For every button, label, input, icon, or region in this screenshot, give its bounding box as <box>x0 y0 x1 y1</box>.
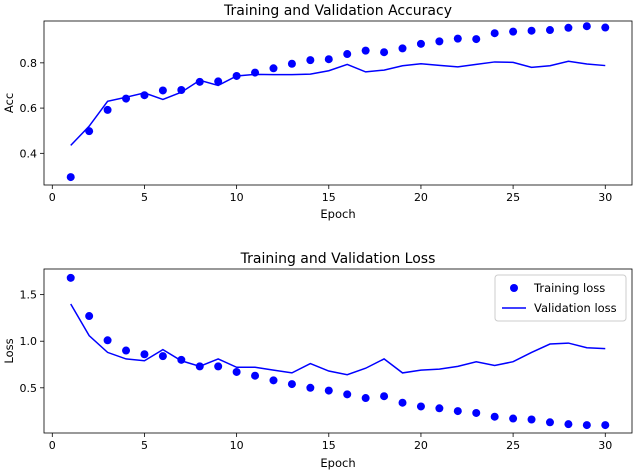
acc-training-point-9 <box>214 77 223 86</box>
acc-training-point-7 <box>177 85 186 94</box>
acc-training-point-1 <box>66 173 75 182</box>
loss-training-point-21 <box>435 404 444 413</box>
acc-training-point-28 <box>564 23 573 32</box>
loss-legend-box <box>494 274 627 322</box>
acc-training-point-30 <box>601 23 610 32</box>
acc-training-point-24 <box>490 29 499 38</box>
acc-axes-frame <box>43 20 633 186</box>
loss-chart: Training and Validation Loss 0 5 10 15 20 25 30… <box>2 251 633 470</box>
loss-training-point-5 <box>140 350 149 359</box>
acc-chart-title: Training and Validation Accuracy <box>223 3 452 19</box>
loss-training-point-8 <box>195 362 204 371</box>
loss-legend: Training loss Validation loss <box>494 274 627 322</box>
loss-training-point-24 <box>490 412 499 421</box>
loss-x-tick-label-5: 5 <box>141 439 148 452</box>
acc-training-point-27 <box>545 26 554 35</box>
loss-training-point-19 <box>398 398 407 407</box>
loss-training-point-10 <box>232 367 241 376</box>
loss-training-point-3 <box>103 336 112 345</box>
acc-training-point-6 <box>158 86 167 95</box>
loss-axes-frame <box>43 268 633 434</box>
acc-training-point-8 <box>195 77 204 86</box>
acc-training-point-18 <box>380 48 389 57</box>
acc-training-point-25 <box>509 27 518 36</box>
acc-training-point-5 <box>140 91 149 100</box>
loss-training-point-9 <box>214 362 223 371</box>
loss-x-axis-label: Epoch <box>320 456 355 470</box>
acc-training-point-12 <box>269 64 278 73</box>
acc-training-point-26 <box>527 26 536 35</box>
loss-training-point-28 <box>564 420 573 429</box>
loss-training-point-2 <box>85 312 94 321</box>
acc-x-tick-label-0: 0 <box>49 191 56 204</box>
loss-training-point-17 <box>361 394 370 403</box>
loss-training-point-7 <box>177 355 186 364</box>
loss-training-point-12 <box>269 376 278 385</box>
acc-training-point-16 <box>343 50 352 59</box>
acc-y-tick-label-0.6: 0.6 <box>20 102 38 115</box>
loss-chart-title: Training and Validation Loss <box>240 251 436 267</box>
acc-training-point-17 <box>361 46 370 55</box>
loss-training-point-18 <box>380 392 389 401</box>
loss-x-tick-label-20: 20 <box>414 439 428 452</box>
acc-y-tick-label-0.8: 0.8 <box>20 57 38 70</box>
accuracy-chart: Training and Validation Accuracy 0 5 10 15 20… <box>2 3 633 221</box>
acc-x-tick-label-5: 5 <box>141 191 148 204</box>
acc-y-axis-label: Acc <box>2 93 16 113</box>
loss-training-point-22 <box>453 407 462 416</box>
loss-training-point-13 <box>287 380 296 389</box>
loss-legend-label-0: Training loss <box>533 281 605 295</box>
acc-training-point-29 <box>582 22 591 31</box>
loss-y-axis-label: Loss <box>2 338 16 363</box>
acc-training-point-4 <box>122 94 131 103</box>
acc-training-point-22 <box>453 34 462 43</box>
acc-validation-line <box>70 60 606 146</box>
loss-training-point-14 <box>306 383 315 392</box>
acc-x-tick-label-10: 10 <box>230 191 244 204</box>
acc-x-tick-label-20: 20 <box>414 191 428 204</box>
loss-training-point-16 <box>343 390 352 399</box>
loss-y-tick-label-1: 1.0 <box>20 335 38 348</box>
acc-training-point-23 <box>472 35 481 44</box>
loss-x-tick-label-15: 15 <box>322 439 336 452</box>
loss-x-tick-label-10: 10 <box>230 439 244 452</box>
acc-y-tick-label-0.4: 0.4 <box>20 147 38 160</box>
acc-training-point-15 <box>324 55 333 64</box>
acc-x-tick-label-25: 25 <box>506 191 520 204</box>
acc-training-point-11 <box>251 68 260 77</box>
loss-training-point-29 <box>582 421 591 430</box>
acc-x-tick-label-30: 30 <box>598 191 612 204</box>
loss-training-point-1 <box>66 273 75 282</box>
loss-legend-marker-training <box>510 284 518 292</box>
loss-training-point-26 <box>527 415 536 424</box>
acc-training-point-14 <box>306 56 315 65</box>
acc-training-point-13 <box>287 59 296 68</box>
loss-x-tick-label-25: 25 <box>506 439 520 452</box>
loss-training-point-4 <box>122 346 131 355</box>
acc-training-point-3 <box>103 105 112 114</box>
acc-training-point-10 <box>232 71 241 80</box>
acc-x-tick-label-15: 15 <box>322 191 336 204</box>
loss-x-tick-label-30: 30 <box>598 439 612 452</box>
loss-training-point-25 <box>509 414 518 423</box>
acc-training-point-21 <box>435 37 444 46</box>
acc-training-point-20 <box>416 39 425 48</box>
loss-y-tick-label-0.5: 0.5 <box>20 382 38 395</box>
acc-training-point-19 <box>398 44 407 53</box>
loss-training-point-30 <box>601 421 610 430</box>
loss-y-tick-label-1.5: 1.5 <box>20 289 38 302</box>
loss-training-point-27 <box>545 418 554 427</box>
loss-validation-line <box>70 303 606 376</box>
loss-training-point-20 <box>416 402 425 411</box>
acc-training-point-2 <box>85 127 94 136</box>
loss-training-point-11 <box>251 371 260 380</box>
acc-x-axis-label: Epoch <box>320 207 355 221</box>
loss-legend-label-1: Validation loss <box>534 301 617 315</box>
loss-training-point-23 <box>472 408 481 417</box>
loss-x-tick-label-0: 0 <box>49 439 56 452</box>
loss-training-point-15 <box>324 386 333 395</box>
loss-training-point-6 <box>158 352 167 361</box>
